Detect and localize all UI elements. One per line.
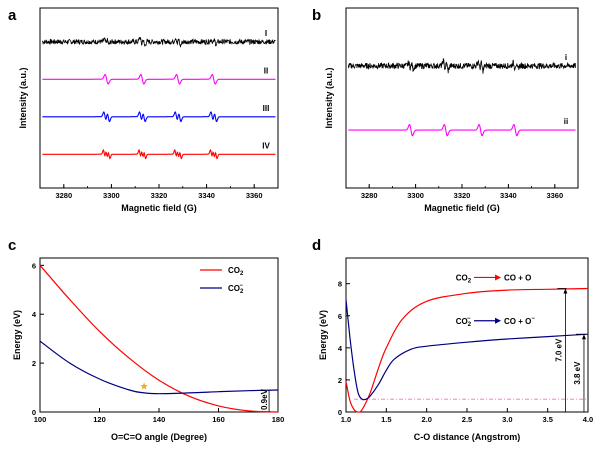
panel-a-series-III [42, 111, 276, 123]
panel-d-arrow-head-icon [495, 317, 502, 324]
panel-c-annotation-text: 0.9eV [260, 388, 269, 410]
panel-d-energy-arrow-icon [563, 288, 568, 294]
panel-letter-d: d [312, 237, 321, 254]
panel-d-product-label-1: CO + O− [504, 316, 535, 326]
panel-c-legend: CO2 CO2− [200, 266, 244, 295]
panel-d-xlabel: C-O distance (Angstrom) [414, 432, 521, 442]
panel-b-series: iii [347, 53, 576, 137]
panel-d-reactant-label-1: CO2− [456, 316, 472, 328]
panel-b-xtick-label: 3280 [361, 191, 378, 200]
panel-d-curve-co2-anion [345, 299, 589, 401]
panel-d-ylabel: Energy (eV) [318, 310, 328, 360]
panel-c-frame [39, 257, 279, 413]
panel-b-xtick-label: 3300 [407, 191, 424, 200]
panel-a-series-I [42, 36, 276, 48]
panel-d-xtick-label: 1.5 [381, 415, 391, 424]
panel-c-legend-label-0: CO2 [228, 266, 244, 277]
panel-d-xtick-label: 3.0 [502, 415, 512, 424]
panel-c-series [39, 264, 279, 413]
panel-a-series-label-I: I [265, 29, 267, 38]
panel-letter-b: b [312, 7, 321, 24]
panel-c-ytick-label: 4 [32, 310, 37, 319]
panel-d-ytick-label: 4 [338, 344, 343, 353]
panel-a-series-IV [42, 149, 276, 160]
panel-a-xtick-label: 3300 [103, 191, 120, 200]
panel-c: 100 120 140 160 180 0 2 4 6 CO2 CO2− 0.9eV O=C=O … [12, 257, 284, 442]
panel-a-xtick-label: 3360 [246, 191, 263, 200]
panel-a-xtick-label: 3340 [198, 191, 215, 200]
panel-b-series-i [347, 58, 576, 74]
panel-b-ylabel: Intensity (a.u.) [324, 67, 334, 128]
panel-d-xtick-label: 2.5 [462, 415, 472, 424]
panel-c-curve-co2-anion [39, 340, 279, 395]
panel-d-annotations: 7.0 eV 3.8 eV [554, 288, 586, 412]
panel-b-series-label-i: i [565, 53, 567, 62]
panel-b: 3280 3300 3320 3340 3360 iii Magnetic field … [324, 7, 579, 213]
panel-a-ticks: 3280 3300 3320 3340 3360 [39, 184, 279, 200]
panel-c-ylabel: Energy (eV) [12, 310, 22, 360]
panel-d-ytick-label: 2 [338, 376, 342, 385]
panel-d-ytick-label: 6 [338, 312, 342, 321]
panel-b-frame [345, 7, 579, 189]
panel-c-xtick-label: 120 [93, 415, 106, 424]
panel-a-ylabel: Intensity (a.u.) [18, 67, 28, 128]
panel-d-ytick-label: 0 [338, 408, 342, 417]
panel-a-xtick-label: 3320 [151, 191, 168, 200]
panel-a-series-II [42, 73, 276, 85]
panel-b-series-ii [348, 123, 576, 137]
panel-d-curve-co2 [345, 287, 589, 413]
panel-c-ytick-label: 0 [32, 408, 36, 417]
panel-c-xtick-label: 100 [34, 415, 47, 424]
panel-a-xtick-label: 3280 [55, 191, 72, 200]
panel-d-xtick-label: 1.0 [341, 415, 351, 424]
panel-c-crossing-star-icon [140, 382, 148, 390]
panel-b-xtick-label: 3360 [546, 191, 563, 200]
panel-c-annotation: 0.9eV [260, 388, 270, 412]
panel-d-energy-text-0: 7.0 eV [554, 338, 563, 362]
panel-c-ticks: 100 120 140 160 180 0 2 4 6 [32, 261, 284, 424]
panel-a-series-label-IV: IV [262, 141, 270, 150]
panel-a-frame [39, 7, 279, 189]
panel-d: 1.0 1.5 2.0 2.5 3.0 3.5 4.0 0 2 4 6 8 CO2 CO + O CO2−… [318, 257, 593, 442]
panel-a-series-label-III: III [263, 104, 270, 113]
panel-c-ytick-label: 2 [32, 359, 36, 368]
panel-c-ytick-label: 6 [32, 261, 36, 270]
panel-c-xtick-label: 140 [153, 415, 166, 424]
panel-c-xlabel: O=C=O angle (Degree) [111, 432, 207, 442]
panel-d-product-label-0: CO + O [504, 273, 531, 282]
panel-a-series-label-II: II [264, 66, 268, 75]
panel-b-series-label-ii: ii [564, 117, 568, 126]
panel-letter-c: c [8, 237, 16, 254]
panel-a-xlabel: Magnetic field (G) [121, 203, 197, 213]
panel-c-curve-co2 [39, 264, 279, 413]
panel-d-energy-text-1: 3.8 eV [573, 361, 582, 385]
panel-b-xtick-label: 3320 [454, 191, 471, 200]
panel-d-labels: CO2 CO + O CO2− CO + O− [456, 273, 536, 327]
panel-d-energy-arrow-icon [581, 334, 586, 340]
panel-d-reactant-label-0: CO2 [456, 273, 472, 284]
panel-d-arrow-head-icon [495, 274, 502, 281]
panel-d-xtick-label: 3.5 [542, 415, 552, 424]
panel-d-ticks: 1.0 1.5 2.0 2.5 3.0 3.5 4.0 0 2 4 6 8 [338, 280, 593, 424]
panel-d-ytick-label: 8 [338, 280, 342, 289]
panel-c-legend-label-1: CO2− [228, 283, 244, 295]
panel-d-series [345, 287, 589, 413]
panel-letter-a: a [8, 7, 17, 24]
panel-b-xlabel: Magnetic field (G) [424, 203, 500, 213]
panel-c-xtick-label: 160 [212, 415, 225, 424]
panel-b-ticks: 3280 3300 3320 3340 3360 [345, 184, 579, 200]
panel-c-xtick-label: 180 [272, 415, 285, 424]
panel-b-xtick-label: 3340 [500, 191, 517, 200]
panel-d-xtick-label: 2.0 [421, 415, 431, 424]
panel-d-xtick-label: 4.0 [583, 415, 593, 424]
